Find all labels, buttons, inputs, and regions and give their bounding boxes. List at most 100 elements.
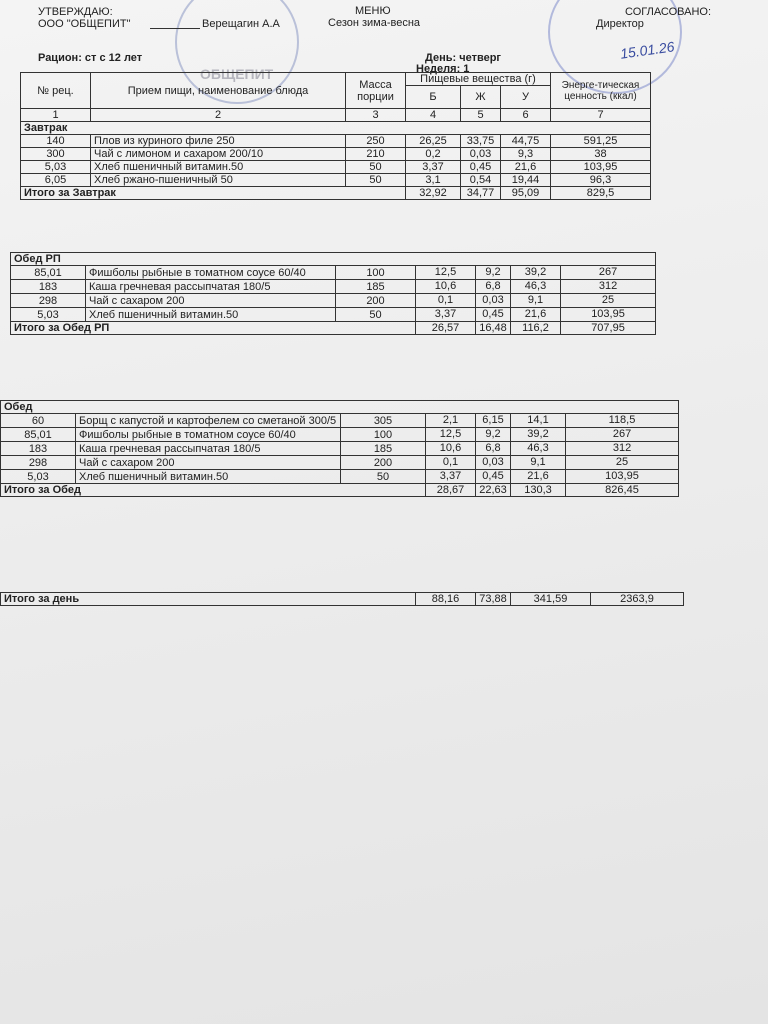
dish-row: 183 Каша гречневая рассыпчатая 180/5 185 10… [10,279,657,294]
dish-value: 140 [20,134,91,148]
dish-value: 200 [340,455,426,470]
dish-value: 21,6 [510,469,566,484]
dish-name: Фишболы рыбные в томатном соусе 60/40 [85,265,336,280]
dish-value: 312 [559,279,657,294]
header-row: № рец. Прием пищи, наименование блюда Масс… [20,72,651,109]
dish-value: 0,1 [415,293,476,308]
dish-name: Чай с сахаром 200 [75,455,341,470]
dish-value: 9,1 [510,293,561,308]
dish-value: 33,75 [460,134,501,148]
dish-value: 118,5 [564,413,680,428]
approve-name: Верещагин А.А [202,18,280,30]
dish-value: 312 [564,441,680,456]
header-cell: Энерге-тическая ценность (ккал) [550,72,651,109]
dish-value: 3,1 [405,173,461,187]
header-cell: № рец. [20,72,91,109]
dish-value: 185 [335,279,416,294]
menu-table: Обед РП 85,01 Фишболы рыбные в томатном со… [9,252,657,335]
dish-value: 0,45 [460,160,501,174]
dish-value: 9,1 [510,455,566,470]
dish-value: 591,25 [550,134,651,148]
dish-value: 26,25 [405,134,461,148]
dish-value: 267 [559,265,657,280]
day-total-table: Итого за день 88,16 73,88 341,59 2363,9 [0,592,684,606]
column-number: 1 [20,108,91,122]
dish-value: 10,6 [415,279,476,294]
dish-value: 250 [345,134,406,148]
dish-value: 9,2 [475,265,511,280]
total-value: 22,63 [475,483,511,497]
dish-value: 3,37 [415,307,476,322]
dish-value: 200 [335,293,416,308]
total-label: Итого за Завтрак [20,186,406,200]
day-total-value: 73,88 [475,592,511,606]
dish-row: 5,03 Хлеб пшеничный витамин.50 50 3,37 0,45 2… [20,160,651,174]
dish-name: Фишболы рыбные в томатном соусе 60/40 [75,427,341,442]
dish-value: 50 [345,160,406,174]
dish-row: 85,01 Фишболы рыбные в томатном соусе 60/… [0,427,680,442]
dish-value: 6,05 [20,173,91,187]
dish-name: Хлеб ржано-пшеничный 50 [90,173,346,187]
dish-name: Каша гречневая рассыпчатая 180/5 [75,441,341,456]
dish-value: 100 [340,427,426,442]
signature-line [150,28,200,29]
day-total-row: Итого за день 88,16 73,88 341,59 2363,9 [0,592,684,606]
total-value: 26,57 [415,321,476,335]
header-cell: Б [405,85,461,109]
dish-value: 21,6 [510,307,561,322]
column-number: 7 [550,108,651,122]
dish-value: 100 [335,265,416,280]
total-value: 32,92 [405,186,461,200]
dish-value: 103,95 [564,469,680,484]
total-value: 707,95 [559,321,657,335]
dish-value: 50 [345,173,406,187]
dish-value: 103,95 [559,307,657,322]
dish-row: 5,03 Хлеб пшеничный витамин.50 50 3,37 0,45 2… [0,469,680,484]
dish-name: Борщ с капустой и картофелем со сметаной… [75,413,341,428]
approve-org: ООО "ОБЩЕПИТ" [38,18,131,30]
dish-value: 38 [550,147,651,161]
dish-value: 50 [340,469,426,484]
dish-value: 183 [10,279,86,294]
menu-title: МЕНЮ [355,5,391,17]
dish-value: 25 [559,293,657,308]
dish-row: 60 Борщ с капустой и картофелем со сметан… [0,413,680,428]
total-value: 34,77 [460,186,501,200]
section-title: Завтрак [20,121,651,135]
approve-title: УТВЕРЖДАЮ: [38,6,113,18]
header-cell: Ж [460,85,501,109]
dish-value: 6,8 [475,279,511,294]
dish-value: 0,03 [460,147,501,161]
dish-value: 39,2 [510,427,566,442]
dish-name: Плов из куриного филе 250 [90,134,346,148]
dish-value: 9,2 [475,427,511,442]
dish-value: 183 [0,441,76,456]
dish-value: 19,44 [500,173,551,187]
dish-row: 300 Чай с лимоном и сахаром 200/10 210 0,2 0… [20,147,651,161]
dish-value: 0,1 [425,455,476,470]
dish-value: 103,95 [550,160,651,174]
agreed-title: СОГЛАСОВАНО: [625,6,712,18]
dish-row: 298 Чай с сахаром 200 200 0,1 0,03 9,1 25 [0,455,680,470]
dish-row: 6,05 Хлеб ржано-пшеничный 50 50 3,1 0,54 19,4… [20,173,651,187]
day: День: четверг [425,52,501,64]
dish-value: 0,45 [475,307,511,322]
total-row: Итого за Обед РП 26,57 16,48 116,2 707,95 [10,321,657,335]
dish-value: 0,03 [475,293,511,308]
column-number: 4 [405,108,461,122]
total-value: 826,45 [564,483,680,497]
total-value: 116,2 [510,321,561,335]
header-cell: Пищевые вещества (г) [405,72,551,86]
dish-value: 267 [564,427,680,442]
dish-value: 85,01 [10,265,86,280]
total-label: Итого за Обед РП [10,321,416,335]
dish-value: 50 [335,307,416,322]
header-cell: Прием пищи, наименование блюда [90,72,346,109]
dish-value: 85,01 [0,427,76,442]
total-value: 16,48 [475,321,511,335]
dish-name: Чай с лимоном и сахаром 200/10 [90,147,346,161]
dish-row: 183 Каша гречневая рассыпчатая 180/5 185 10… [0,441,680,456]
dish-value: 3,37 [425,469,476,484]
dish-row: 140 Плов из куриного филе 250 250 26,25 33,7… [20,134,651,148]
